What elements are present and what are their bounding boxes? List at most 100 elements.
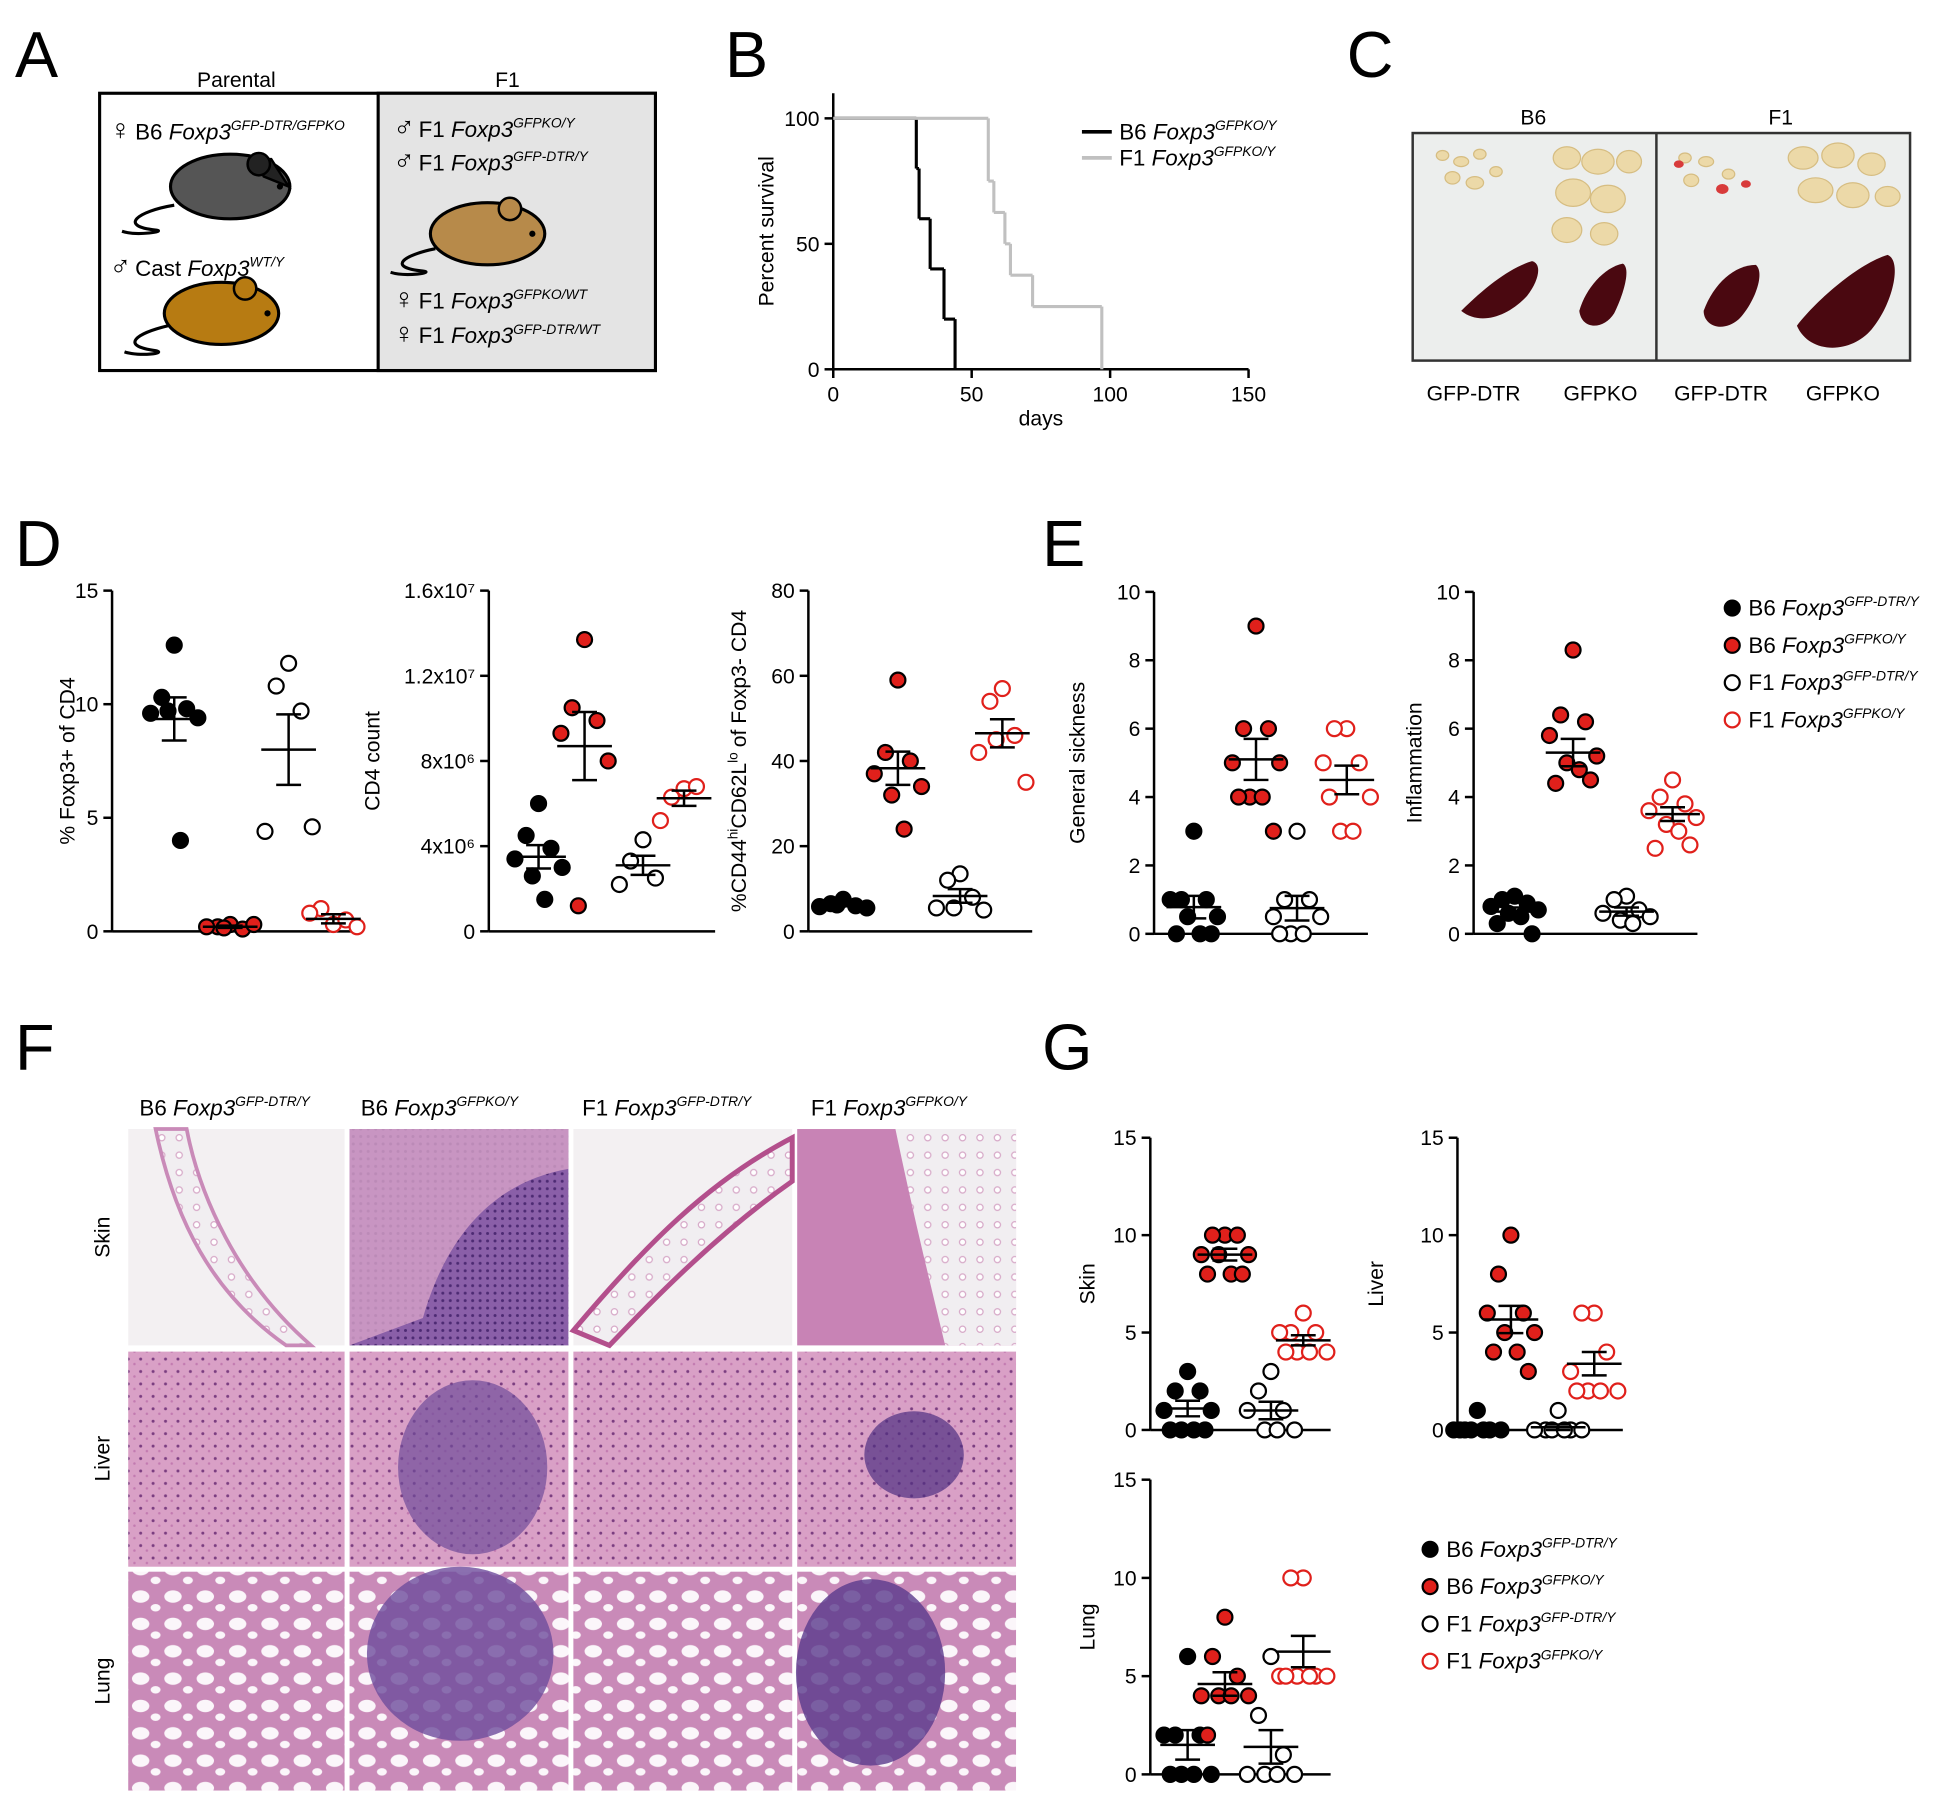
strain: F1 — [419, 117, 445, 142]
y-tick-label: 5 — [1125, 1322, 1137, 1345]
x-tick-label: 150 — [1231, 384, 1266, 407]
data-point — [1640, 802, 1658, 820]
sample-label: GFPKO — [1806, 382, 1880, 405]
data-point — [165, 636, 183, 654]
data-point — [1277, 1343, 1295, 1361]
data-point — [970, 743, 988, 762]
data-point — [1179, 1362, 1197, 1381]
y-tick-label: 2 — [1129, 855, 1141, 878]
data-point — [1247, 617, 1265, 635]
data-point — [634, 831, 652, 849]
y-tick-label: 0 — [1125, 1764, 1137, 1787]
y-tick-label: 10 — [1420, 1225, 1444, 1248]
data-point — [1223, 754, 1241, 772]
data-point — [142, 704, 160, 722]
y-tick-label: 15 — [1113, 1469, 1137, 1492]
data-point — [1155, 1726, 1173, 1744]
y-tick-label: 0 — [1125, 1419, 1137, 1442]
legend-marker — [1421, 1540, 1439, 1558]
allele: GFP-DTR/Y — [1844, 593, 1920, 609]
data-point — [1197, 891, 1215, 909]
data-point — [1312, 908, 1330, 926]
legend-marker — [1421, 1578, 1439, 1596]
allele: GFPKO/Y — [1844, 630, 1907, 646]
data-point — [610, 875, 628, 894]
label-part: %CD44 — [728, 839, 751, 912]
error-bar — [1502, 906, 1528, 917]
error-bar — [1660, 806, 1685, 823]
column-header: F1 — [495, 69, 520, 92]
allele: GFPKO/Y — [905, 1093, 968, 1109]
panel-letter: E — [1042, 507, 1085, 580]
data-point — [1208, 908, 1227, 926]
gene: Foxp3 — [451, 117, 514, 142]
mouse — [390, 196, 547, 276]
gene: Foxp3 — [843, 1095, 906, 1120]
allele: GFPKO/Y — [457, 1093, 520, 1109]
error-bar — [1545, 1423, 1571, 1432]
data-point — [1482, 897, 1500, 916]
data-point — [1259, 720, 1278, 738]
data-point — [1523, 925, 1541, 943]
legend-marker — [1723, 674, 1741, 692]
data-point — [267, 677, 285, 695]
error-bar — [1181, 894, 1207, 920]
data-point — [1663, 771, 1682, 789]
x-tick-label: 100 — [1092, 384, 1127, 407]
y-tick-label: 5 — [87, 807, 99, 830]
gene: Foxp3 — [451, 323, 514, 348]
data-point — [1192, 1687, 1210, 1705]
y-tick-label: 10 — [1113, 1225, 1137, 1248]
y-tick-label: 40 — [771, 750, 795, 773]
y-axis-label: Skin — [1076, 1263, 1099, 1304]
data-point — [1562, 1362, 1580, 1381]
data-point — [810, 898, 829, 916]
data-point — [280, 654, 298, 672]
data-point — [552, 724, 570, 742]
data-point — [542, 839, 560, 857]
data-point — [651, 812, 669, 830]
data-point — [1624, 914, 1642, 933]
y-axis-label: Percent survival — [756, 156, 779, 306]
strain: B6 — [361, 1095, 388, 1120]
gene: Foxp3 — [1781, 670, 1844, 695]
organ-photo — [1411, 131, 1912, 362]
strain: F1 — [582, 1095, 608, 1120]
data-point — [1307, 1323, 1325, 1342]
data-point — [1540, 726, 1559, 745]
data-point — [1294, 1304, 1312, 1322]
error-bar — [161, 696, 187, 742]
y-tick-label: 10 — [1113, 1567, 1137, 1590]
error-bar — [1258, 1728, 1284, 1765]
strain: F1 — [419, 323, 445, 348]
column-header: F1 Foxp3GFPKO/Y — [811, 1093, 969, 1120]
data-point — [1271, 925, 1289, 943]
data-point — [1198, 1726, 1217, 1744]
gene: Foxp3 — [1480, 1537, 1543, 1562]
genotype-label: ♀ F1 Foxp3GFPKO/WT — [393, 283, 589, 315]
data-point — [1300, 891, 1319, 909]
data-point — [599, 752, 617, 770]
error-bar — [671, 789, 697, 808]
data-point — [245, 915, 263, 934]
data-point — [1594, 904, 1612, 922]
column-header: B6 Foxp3GFP-DTR/Y — [139, 1093, 311, 1120]
data-point — [569, 897, 587, 915]
data-point — [1196, 1421, 1214, 1439]
data-point — [1591, 1382, 1610, 1400]
data-point — [1552, 706, 1570, 724]
gene: Foxp3 — [173, 1095, 236, 1120]
y-axis-label: Inflammation — [1403, 702, 1426, 823]
gene: Foxp3 — [451, 150, 514, 175]
error-bar — [1243, 737, 1269, 782]
superscript: hi — [726, 829, 741, 840]
legend-label: F1 Foxp3GFP-DTR/Y — [1446, 1609, 1617, 1636]
allele: GFPKO/Y — [1541, 1646, 1604, 1662]
column-header: Parental — [197, 69, 276, 92]
x-tick-label: 0 — [827, 384, 839, 407]
y-axis-label: % Foxp3+ of CD4 — [57, 677, 80, 845]
y-tick-label: 15 — [1113, 1127, 1137, 1150]
legend-label: B6 Foxp3GFP-DTR/Y — [1748, 593, 1920, 620]
label-part: CD62L — [728, 763, 751, 829]
x-axis-label: days — [1019, 407, 1064, 430]
